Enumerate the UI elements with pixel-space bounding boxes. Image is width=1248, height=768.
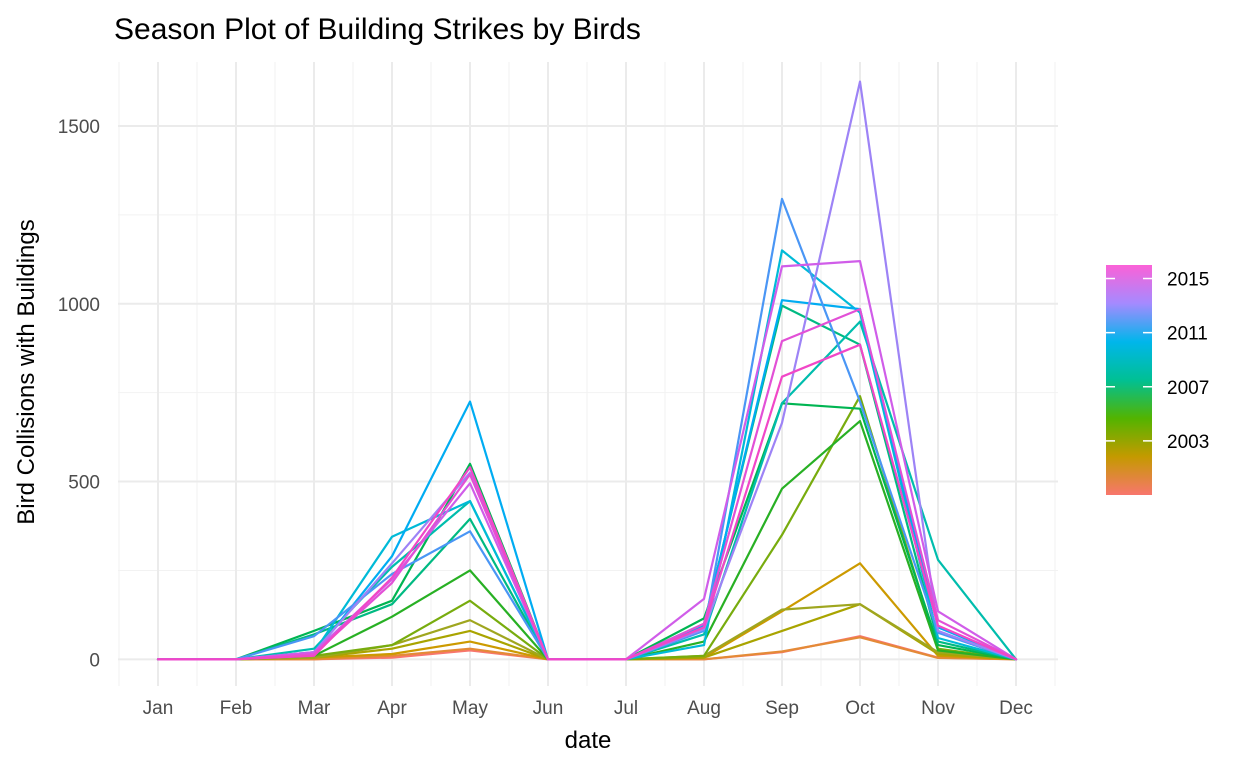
legend-label: 2011 [1167, 324, 1208, 345]
x-axis-tick-labels: Jan Feb Mar Apr May Jun Jul Aug Sep Oct Nov Dec [143, 698, 1033, 719]
y-tick-label: 500 [68, 473, 100, 494]
y-axis-tick-labels: 0 500 1000 1500 [58, 117, 100, 671]
legend-colorbar [1106, 265, 1152, 495]
x-tick-label: Nov [921, 698, 955, 719]
y-axis-title: Bird Collisions with Buildings [13, 219, 40, 524]
major-gridlines [118, 62, 1058, 686]
legend-ticks: 2015 2011 2007 2003 [1106, 270, 1209, 453]
y-tick-label: 1500 [58, 117, 100, 138]
x-tick-label: Oct [845, 698, 875, 719]
chart-title: Season Plot of Building Strikes by Birds [114, 13, 641, 46]
x-tick-label: Dec [999, 698, 1033, 719]
x-tick-label: Jun [533, 698, 564, 719]
x-tick-label: Jan [143, 698, 174, 719]
x-tick-label: Mar [298, 698, 331, 719]
x-tick-label: Aug [687, 698, 721, 719]
series-line-2016 [156, 343, 1018, 661]
series-lines [156, 80, 1018, 661]
x-tick-label: Feb [220, 698, 253, 719]
x-tick-label: Sep [765, 698, 799, 719]
x-tick-label: Jul [614, 698, 638, 719]
x-tick-label: Apr [377, 698, 407, 719]
x-tick-label: May [452, 698, 488, 719]
y-tick-label: 0 [89, 650, 100, 671]
legend-label: 2003 [1167, 432, 1209, 453]
legend-label: 2015 [1167, 270, 1209, 291]
x-axis-title: date [565, 727, 612, 754]
y-tick-label: 1000 [58, 295, 100, 316]
legend-label: 2007 [1167, 378, 1209, 399]
legend: 2015 2011 2007 2003 [1106, 265, 1209, 495]
minor-gridlines [118, 62, 1058, 686]
